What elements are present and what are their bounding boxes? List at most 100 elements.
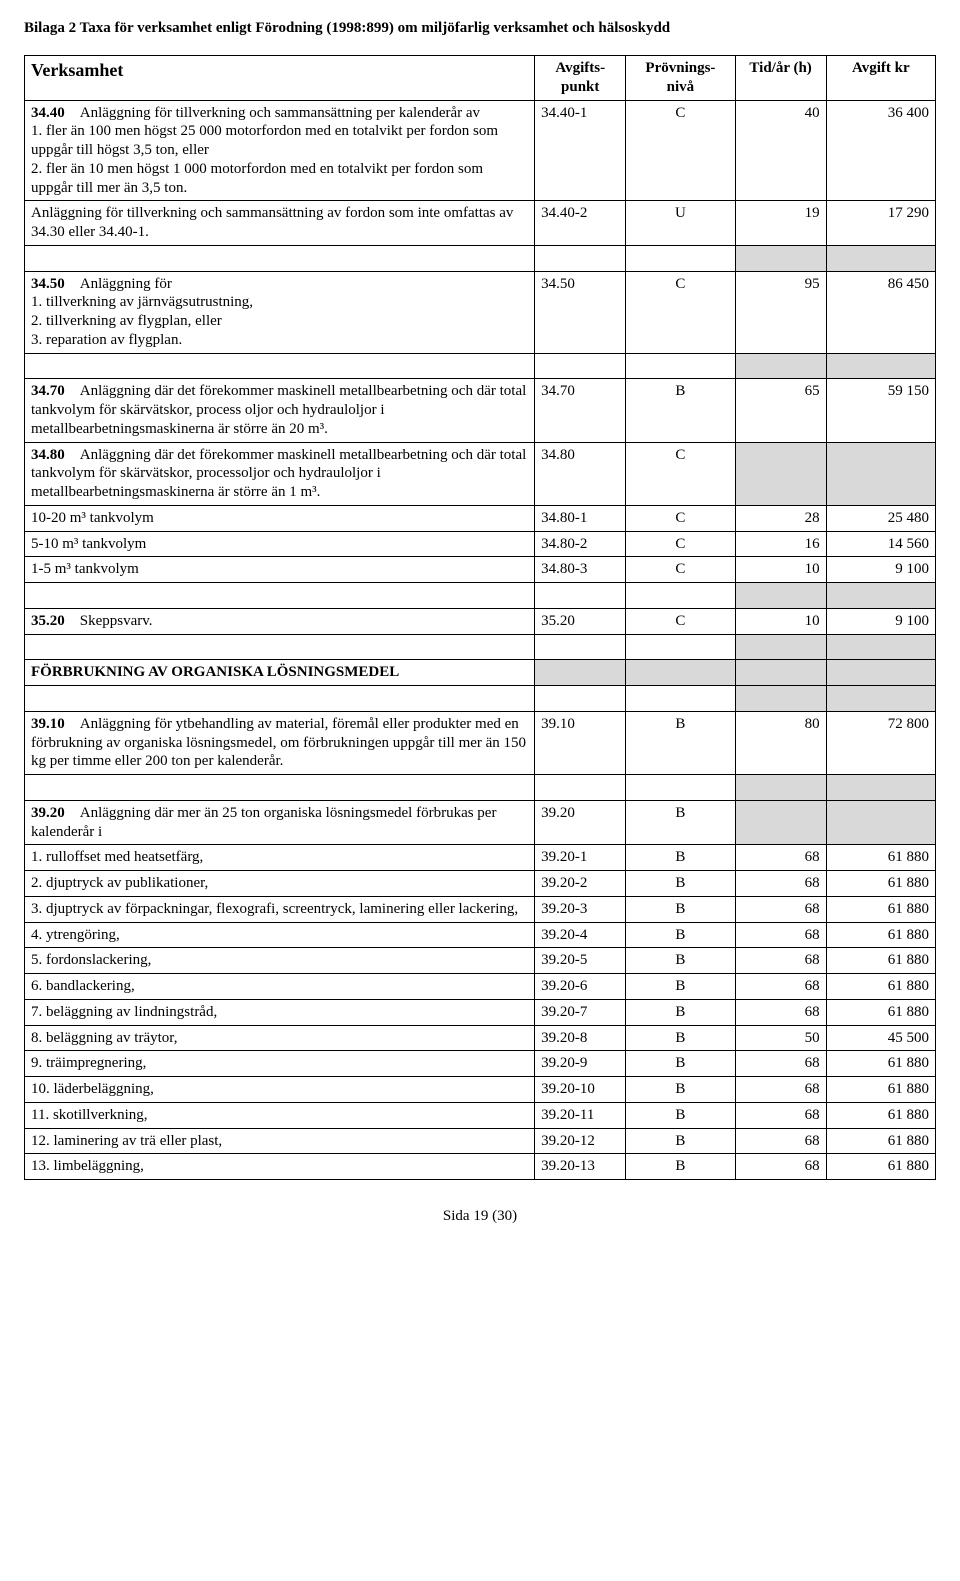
- cell-avgiftspunkt: 39.20-13: [535, 1154, 626, 1180]
- spacer-row: [25, 245, 936, 271]
- cell-avgiftspunkt: 34.80-3: [535, 557, 626, 583]
- table-row: 3. djuptryck av förpackningar, flexograf…: [25, 896, 936, 922]
- cell-provningsniva: C: [626, 531, 735, 557]
- table-row: 34.80 Anläggning där det förekommer mask…: [25, 442, 936, 505]
- cell-desc: 7. beläggning av lindningstråd,: [25, 999, 535, 1025]
- spacer-cell: [826, 634, 935, 660]
- spacer-cell: [826, 686, 935, 712]
- cell-avgift: [826, 442, 935, 505]
- cell-provningsniva: C: [626, 505, 735, 531]
- table-row: 10-20 m³ tankvolym34.80-1C2825 480: [25, 505, 936, 531]
- table-row: 9. träimpregnering,39.20-9B6861 880: [25, 1051, 936, 1077]
- spacer-cell: [626, 353, 735, 379]
- table-row: 7. beläggning av lindningstråd,39.20-7B6…: [25, 999, 936, 1025]
- spacer-cell: [535, 634, 626, 660]
- cell-desc: 35.20 Skeppsvarv.: [25, 608, 535, 634]
- cell-avgiftspunkt: 34.40-2: [535, 201, 626, 246]
- section-empty-cell: [535, 660, 626, 686]
- table-row: 39.20 Anläggning där mer än 25 ton organ…: [25, 800, 936, 845]
- cell-provningsniva: B: [626, 1051, 735, 1077]
- cell-tid: 65: [735, 379, 826, 442]
- cell-avgift: 61 880: [826, 871, 935, 897]
- cell-tid: 68: [735, 1102, 826, 1128]
- col-verksamhet: Verksamhet: [25, 56, 535, 101]
- cell-avgift: 61 880: [826, 1128, 935, 1154]
- cell-desc: 5. fordonslackering,: [25, 948, 535, 974]
- spacer-cell: [535, 583, 626, 609]
- cell-desc: 9. träimpregnering,: [25, 1051, 535, 1077]
- cell-tid: 68: [735, 1154, 826, 1180]
- table-row: 11. skotillverkning,39.20-11B6861 880: [25, 1102, 936, 1128]
- cell-avgiftspunkt: 39.20-3: [535, 896, 626, 922]
- cell-avgift: 9 100: [826, 608, 935, 634]
- spacer-cell: [626, 775, 735, 801]
- cell-avgift: 61 880: [826, 974, 935, 1000]
- cell-desc: 12. laminering av trä eller plast,: [25, 1128, 535, 1154]
- cell-provningsniva: B: [626, 974, 735, 1000]
- cell-avgiftspunkt: 39.20-1: [535, 845, 626, 871]
- cell-desc: 4. ytrengöring,: [25, 922, 535, 948]
- spacer-cell: [826, 583, 935, 609]
- cell-provningsniva: B: [626, 379, 735, 442]
- cell-avgiftspunkt: 39.20-4: [535, 922, 626, 948]
- cell-desc: 10. läderbeläggning,: [25, 1077, 535, 1103]
- spacer-cell: [735, 634, 826, 660]
- cell-provningsniva: B: [626, 1077, 735, 1103]
- cell-avgiftspunkt: 39.10: [535, 711, 626, 774]
- spacer-row: [25, 686, 936, 712]
- section-empty-cell: [826, 660, 935, 686]
- cell-provningsniva: B: [626, 800, 735, 845]
- cell-desc: 34.50 Anläggning för1. tillverkning av j…: [25, 271, 535, 353]
- cell-tid: 68: [735, 1051, 826, 1077]
- spacer-cell: [535, 353, 626, 379]
- cell-avgift: [826, 800, 935, 845]
- cell-avgift: 61 880: [826, 896, 935, 922]
- cell-desc: 1-5 m³ tankvolym: [25, 557, 535, 583]
- spacer-cell: [735, 353, 826, 379]
- page-footer: Sida 19 (30): [24, 1208, 936, 1225]
- spacer-cell: [626, 686, 735, 712]
- cell-avgiftspunkt: 39.20-9: [535, 1051, 626, 1077]
- cell-avgiftspunkt: 39.20-10: [535, 1077, 626, 1103]
- cell-provningsniva: U: [626, 201, 735, 246]
- col-avgiftspunkt: Avgifts-punkt: [535, 56, 626, 101]
- cell-avgiftspunkt: 39.20-5: [535, 948, 626, 974]
- cell-desc: 39.10 Anläggning för ytbehandling av mat…: [25, 711, 535, 774]
- cell-tid: 40: [735, 100, 826, 201]
- cell-tid: 68: [735, 871, 826, 897]
- table-row: 39.10 Anläggning för ytbehandling av mat…: [25, 711, 936, 774]
- spacer-row: [25, 634, 936, 660]
- cell-avgift: 45 500: [826, 1025, 935, 1051]
- cell-provningsniva: C: [626, 557, 735, 583]
- cell-avgiftspunkt: 39.20: [535, 800, 626, 845]
- table-row: 5-10 m³ tankvolym34.80-2C1614 560: [25, 531, 936, 557]
- cell-desc: 3. djuptryck av förpackningar, flexograf…: [25, 896, 535, 922]
- cell-avgiftspunkt: 39.20-11: [535, 1102, 626, 1128]
- cell-tid: 68: [735, 922, 826, 948]
- cell-tid: [735, 800, 826, 845]
- section-empty-cell: [735, 660, 826, 686]
- cell-provningsniva: C: [626, 608, 735, 634]
- cell-provningsniva: B: [626, 871, 735, 897]
- spacer-cell: [626, 634, 735, 660]
- spacer-cell: [25, 775, 535, 801]
- spacer-cell: [826, 775, 935, 801]
- fee-table: Verksamhet Avgifts-punkt Prövnings-nivå …: [24, 55, 936, 1180]
- table-row: 12. laminering av trä eller plast,39.20-…: [25, 1128, 936, 1154]
- table-row: 34.50 Anläggning för1. tillverkning av j…: [25, 271, 936, 353]
- cell-avgift: 61 880: [826, 1077, 935, 1103]
- cell-provningsniva: B: [626, 948, 735, 974]
- cell-avgift: 61 880: [826, 845, 935, 871]
- cell-tid: 80: [735, 711, 826, 774]
- table-row: 8. beläggning av träytor,39.20-8B5045 50…: [25, 1025, 936, 1051]
- cell-tid: 16: [735, 531, 826, 557]
- table-row: 1-5 m³ tankvolym34.80-3C109 100: [25, 557, 936, 583]
- cell-desc: 39.20 Anläggning där mer än 25 ton organ…: [25, 800, 535, 845]
- cell-avgift: 61 880: [826, 1051, 935, 1077]
- spacer-cell: [25, 634, 535, 660]
- cell-provningsniva: B: [626, 1025, 735, 1051]
- cell-provningsniva: C: [626, 271, 735, 353]
- cell-tid: 68: [735, 845, 826, 871]
- col-avgift: Avgift kr: [826, 56, 935, 101]
- cell-desc: 6. bandlackering,: [25, 974, 535, 1000]
